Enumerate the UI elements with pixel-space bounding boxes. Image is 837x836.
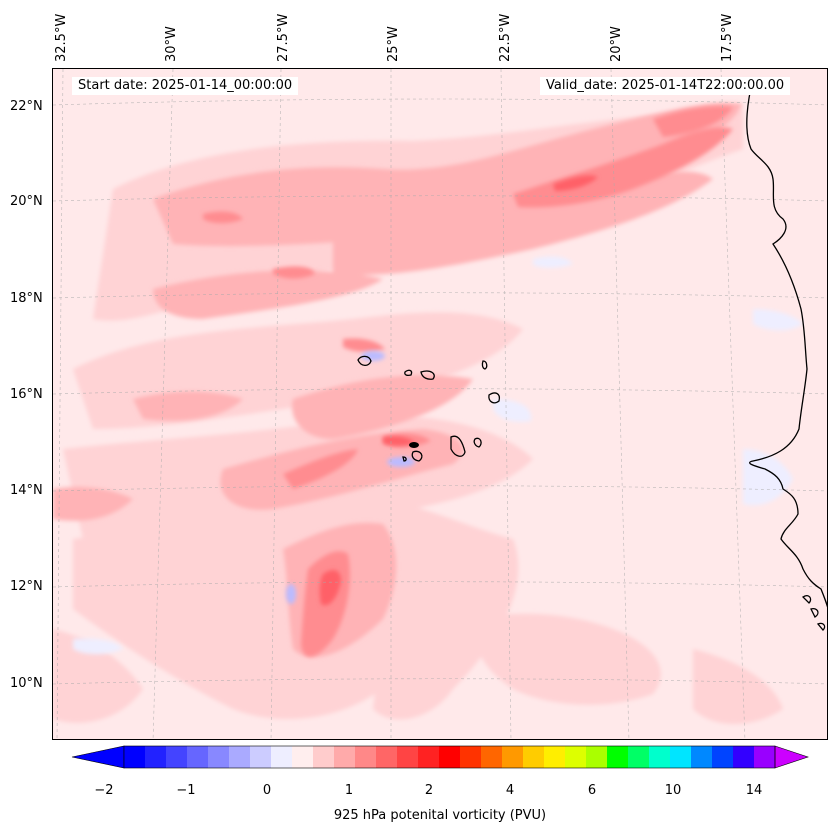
colorbar-segment (481, 746, 503, 768)
colorbar-segment (376, 746, 398, 768)
lat-label-18n: 18°N (10, 291, 43, 306)
colorbar-segment (145, 746, 167, 768)
colorbar-tick-4: 4 (505, 783, 515, 798)
start-date-label: Start date: 2025-01-14_00:00:00 (72, 77, 299, 95)
colorbar-tick-2: 2 (424, 783, 434, 798)
colorbar-segment (313, 746, 335, 768)
colorbar-segment (208, 746, 230, 768)
valid-date-label: Valid_date: 2025-01-14T22:00:00.00 (540, 77, 791, 95)
pv-maximum-point (409, 442, 419, 448)
colorbar-segment (649, 746, 671, 768)
colorbar-segment (271, 746, 293, 768)
lat-label-10n: 10°N (10, 676, 43, 691)
colorbar-segment (250, 746, 272, 768)
graticule (53, 69, 827, 739)
lat-label-14n: 14°N (10, 483, 43, 498)
colorbar-segment (334, 746, 356, 768)
lat-label-12n: 12°N (10, 579, 43, 594)
colorbar-tick-6: 6 (587, 783, 597, 798)
pv-contour-map (53, 69, 827, 739)
colorbar-segment (712, 746, 734, 768)
colorbar-tick-0: 0 (262, 783, 272, 798)
pv-light-blue-areas (73, 256, 803, 655)
pv-deep-red-cores (319, 175, 598, 606)
colorbar-max-arrow (774, 745, 809, 769)
lon-label-30w: 30°W (164, 26, 179, 62)
map-panel (52, 68, 828, 740)
colorbar-segment (691, 746, 713, 768)
colorbar-segment (544, 746, 566, 768)
colorbar-segment (292, 746, 314, 768)
lon-label-22-5w: 22.5°W (498, 13, 513, 62)
colorbar-segment (397, 746, 419, 768)
colorbar-tick-10: 10 (664, 783, 682, 798)
colorbar-title: 925 hPa potenital vorticity (PVU) (333, 808, 547, 823)
lon-label-25w: 25°W (386, 26, 401, 62)
colorbar-segment (418, 746, 440, 768)
colorbar-segment (754, 746, 776, 768)
coastlines (357, 78, 827, 631)
colorbar-segment (628, 746, 650, 768)
colorbar-segment (229, 746, 251, 768)
lat-label-22n: 22°N (10, 99, 43, 114)
colorbar-segment (670, 746, 692, 768)
pv-pink-areas (53, 102, 743, 658)
colorbar-segment (187, 746, 209, 768)
colorbar-segment (586, 746, 608, 768)
pv-colorbar (71, 745, 809, 769)
colorbar-segment (166, 746, 188, 768)
colorbar-segment (565, 746, 587, 768)
lat-label-20n: 20°N (10, 194, 43, 209)
colorbar-segment (124, 746, 146, 768)
colorbar-min-arrow (71, 745, 125, 769)
lat-label-16n: 16°N (10, 387, 43, 402)
colorbar-tick-1: 1 (344, 783, 354, 798)
lon-label-17-5w: 17.5°W (720, 13, 735, 62)
colorbar-tick-neg2: −2 (94, 783, 114, 798)
colorbar-segment (460, 746, 482, 768)
colorbar-tick-neg1: −1 (176, 783, 196, 798)
colorbar-tick-14: 14 (745, 783, 763, 798)
lon-label-32-5w: 32.5°W (54, 13, 69, 62)
colorbar-segment (439, 746, 461, 768)
colorbar-segment (523, 746, 545, 768)
colorbar-segment (607, 746, 629, 768)
colorbar-segment (502, 746, 524, 768)
colorbar-segment (733, 746, 755, 768)
colorbar-segment (355, 746, 377, 768)
lon-label-27-5w: 27.5°W (276, 13, 291, 62)
pv-blue-areas (286, 351, 415, 604)
colorbar-border (123, 745, 776, 769)
lon-label-20w: 20°W (609, 26, 624, 62)
